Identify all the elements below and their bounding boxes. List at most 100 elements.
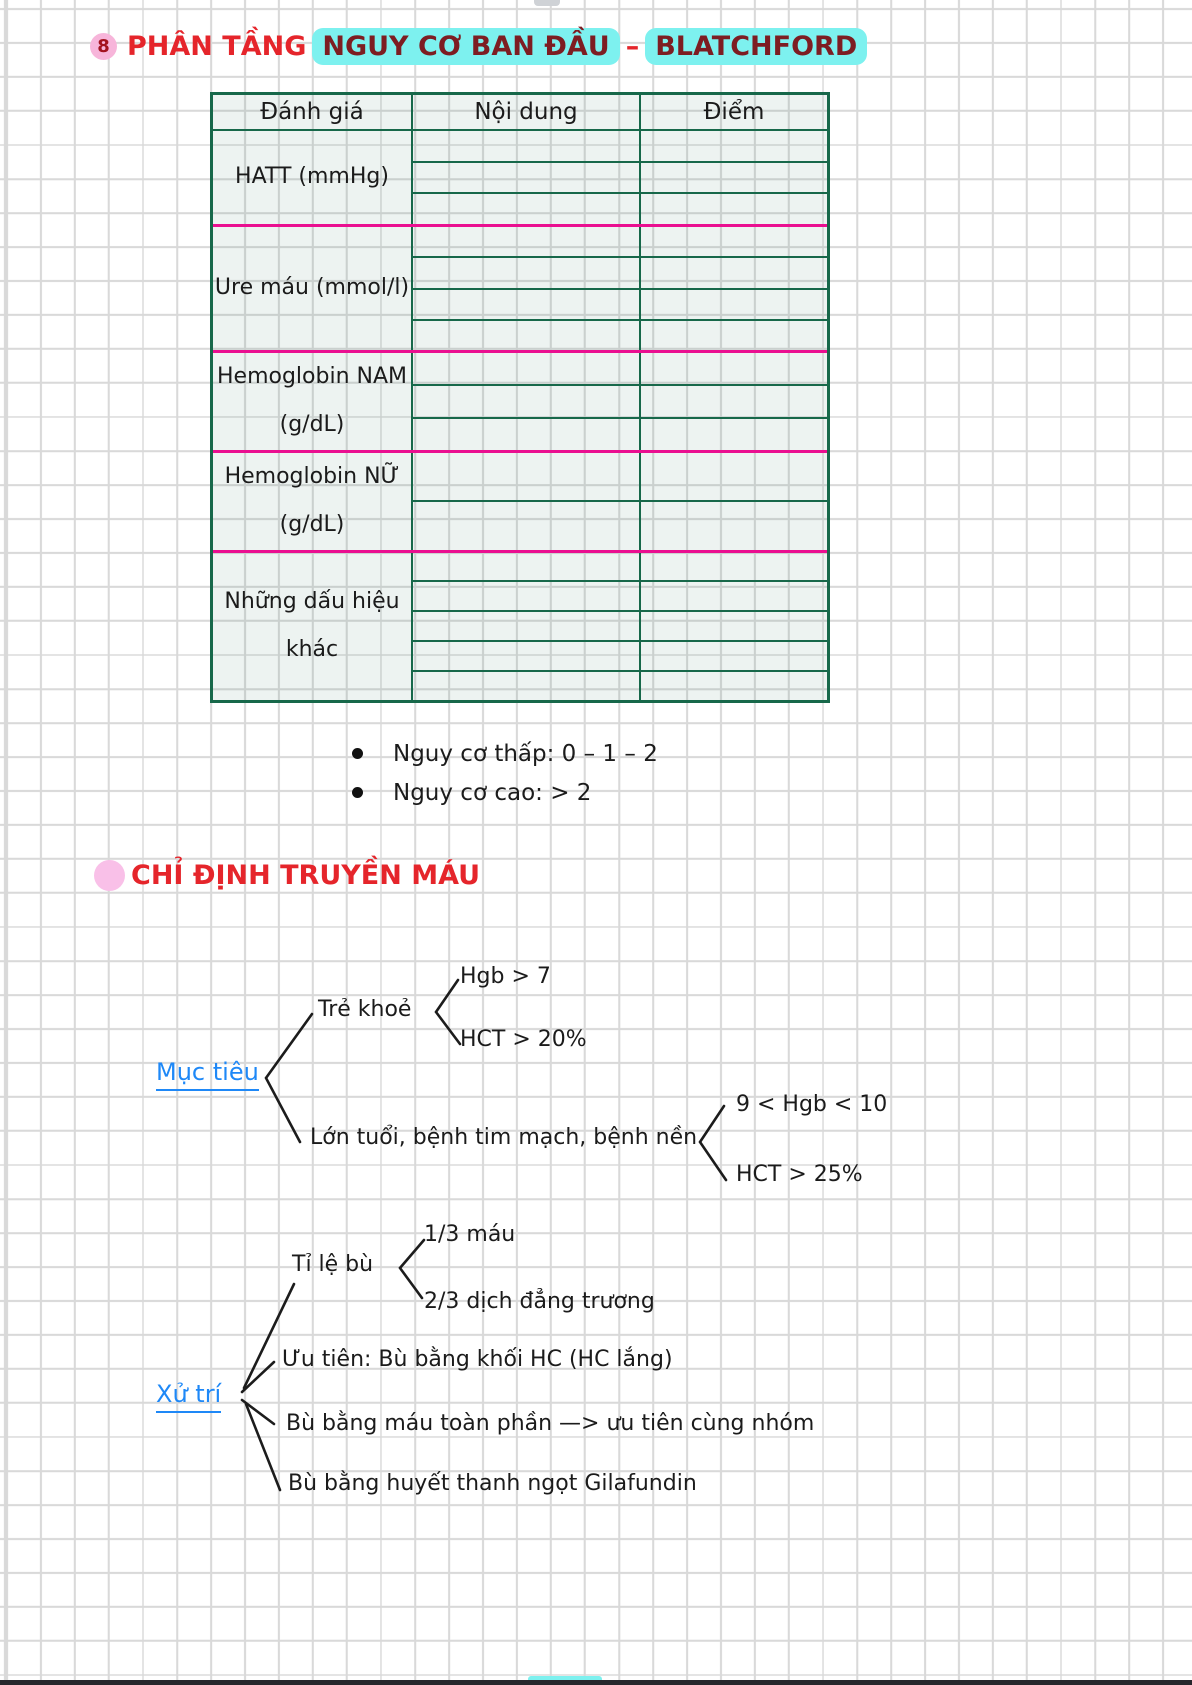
branch-xu-tri-1 [242, 1282, 296, 1390]
tree-leaf-uu-tien: Ưu tiên: Bù bằng khối HC (HC lắng) [282, 1347, 673, 1372]
section2-title: CHỈ ĐỊNH TRUYỀN MÁU [131, 860, 481, 891]
table-section-hgb-nu: Hemoglobin NỮ (g/dL) [213, 449, 827, 550]
empty-row [413, 580, 827, 611]
page-top-edge-mark [534, 0, 560, 6]
section-rows [413, 131, 827, 225]
empty-cell [413, 385, 641, 417]
empty-cell [413, 452, 641, 501]
empty-row [413, 640, 827, 671]
empty-row [413, 227, 827, 257]
empty-cell [413, 353, 641, 384]
section-rows [413, 353, 827, 450]
empty-cell [413, 642, 641, 671]
col-header-diem: Điểm [703, 99, 765, 125]
section-label: HATT (mmHg) [213, 131, 413, 224]
empty-row [413, 256, 827, 288]
section1-title-row: 8 PHÂN TẦNG NGUY CƠ BAN ĐẦU – BLATCHFORD [90, 28, 873, 65]
empty-row [413, 500, 827, 550]
empty-cell [641, 131, 827, 161]
empty-cell [413, 582, 641, 611]
col-header-noi-dung: Nội dung [413, 95, 641, 129]
tree-leaf-hgb7: Hgb > 7 [460, 964, 551, 989]
page-bottom-edge [0, 1680, 1192, 1685]
section1-title-highlight1: NGUY CƠ BAN ĐẦU [312, 28, 620, 65]
empty-cell [641, 672, 827, 700]
empty-cell [641, 290, 827, 319]
empty-cell [413, 227, 641, 257]
section-rows [413, 552, 827, 701]
empty-cell [413, 552, 641, 581]
bracket-muc-tieu [264, 1012, 314, 1144]
empty-cell [413, 672, 641, 701]
empty-row [413, 552, 827, 581]
empty-row [413, 287, 827, 319]
bracket-ti-le-bu [398, 1238, 426, 1300]
section-rows [413, 227, 827, 350]
table-header-row: Đánh giá Nội dung Điểm [213, 95, 827, 131]
risk-low-note: Nguy cơ thấp: 0 – 1 – 2 [393, 740, 658, 767]
empty-cell [413, 194, 641, 225]
bullet-dot-icon [352, 748, 363, 759]
tree-leaf-huyet-thanh: Bù bằng huyết thanh ngọt Gilafundin [288, 1471, 697, 1496]
pink-bullet-icon [94, 860, 125, 891]
table-section-hgb-nam: Hemoglobin NAM (g/dL) [213, 350, 827, 450]
empty-cell [641, 453, 827, 500]
empty-cell [413, 612, 641, 641]
bullet-dot-icon [352, 787, 363, 798]
tree-root-xu-tri: Xử trí [156, 1380, 222, 1413]
branch-xu-tri-4 [244, 1402, 282, 1492]
empty-cell [641, 386, 827, 417]
tree-leaf-mau-toan-phan: Bù bằng máu toàn phần —> ưu tiên cùng nh… [286, 1411, 815, 1436]
section1-title-plain: PHÂN TẦNG [127, 31, 307, 62]
empty-cell [641, 582, 827, 610]
section-label: Hemoglobin NAM (g/dL) [213, 353, 413, 450]
tree-leaf-hgb9-10: 9 < Hgb < 10 [736, 1092, 888, 1117]
empty-row [413, 160, 827, 193]
col-header-danh-gia: Đánh giá [213, 95, 413, 129]
empty-row [413, 610, 827, 641]
list-item: Nguy cơ cao: > 2 [352, 773, 658, 812]
table-section-ure: Ure máu (mmol/l) [213, 224, 827, 350]
branch-xu-tri-3 [240, 1398, 276, 1426]
numbered-bullet-badge: 8 [90, 33, 117, 60]
empty-cell [413, 502, 641, 550]
empty-cell [413, 258, 641, 288]
section-rows [413, 452, 827, 550]
tree-leaf-mau: 1/3 máu [424, 1222, 516, 1247]
empty-cell [413, 418, 641, 450]
empty-cell [641, 321, 827, 350]
section-label: Những dấu hiệu khác [213, 552, 413, 700]
empty-cell [641, 194, 827, 224]
section1-title-highlight2: BLATCHFORD [645, 28, 868, 65]
empty-row [413, 670, 827, 701]
empty-row [413, 192, 827, 225]
tree-root-muc-tieu: Mục tiêu [156, 1058, 259, 1091]
section1-title-dash: – [625, 31, 640, 62]
tree-leaf-dich-dang-truong: 2/3 dịch đẳng trương [424, 1289, 655, 1314]
empty-cell [641, 258, 827, 287]
empty-row [413, 383, 827, 417]
empty-cell [413, 131, 641, 161]
tree-node-lon-tuoi: Lớn tuổi, bệnh tim mạch, bệnh nền [310, 1125, 698, 1150]
empty-cell [413, 320, 641, 350]
empty-row [413, 318, 827, 350]
empty-cell [413, 162, 641, 193]
empty-row [413, 416, 827, 450]
empty-row [413, 131, 827, 161]
branch-xu-tri-2 [240, 1360, 276, 1394]
empty-row [413, 452, 827, 501]
empty-cell [641, 163, 827, 193]
empty-cell [641, 642, 827, 670]
table-section-hatt: HATT (mmHg) [213, 131, 827, 225]
empty-cell [641, 227, 827, 256]
empty-cell [413, 289, 641, 319]
tree-leaf-hct25: HCT > 25% [736, 1162, 863, 1187]
risk-high-note: Nguy cơ cao: > 2 [393, 779, 592, 806]
empty-cell [641, 419, 827, 450]
empty-row [413, 353, 827, 384]
table-section-other-signs: Những dấu hiệu khác [213, 549, 827, 701]
list-item: Nguy cơ thấp: 0 – 1 – 2 [352, 734, 658, 773]
tree-node-ti-le-bu: Tỉ lệ bù [292, 1252, 374, 1277]
bracket-lon-tuoi [698, 1104, 728, 1182]
section-label: Ure máu (mmol/l) [213, 227, 413, 350]
